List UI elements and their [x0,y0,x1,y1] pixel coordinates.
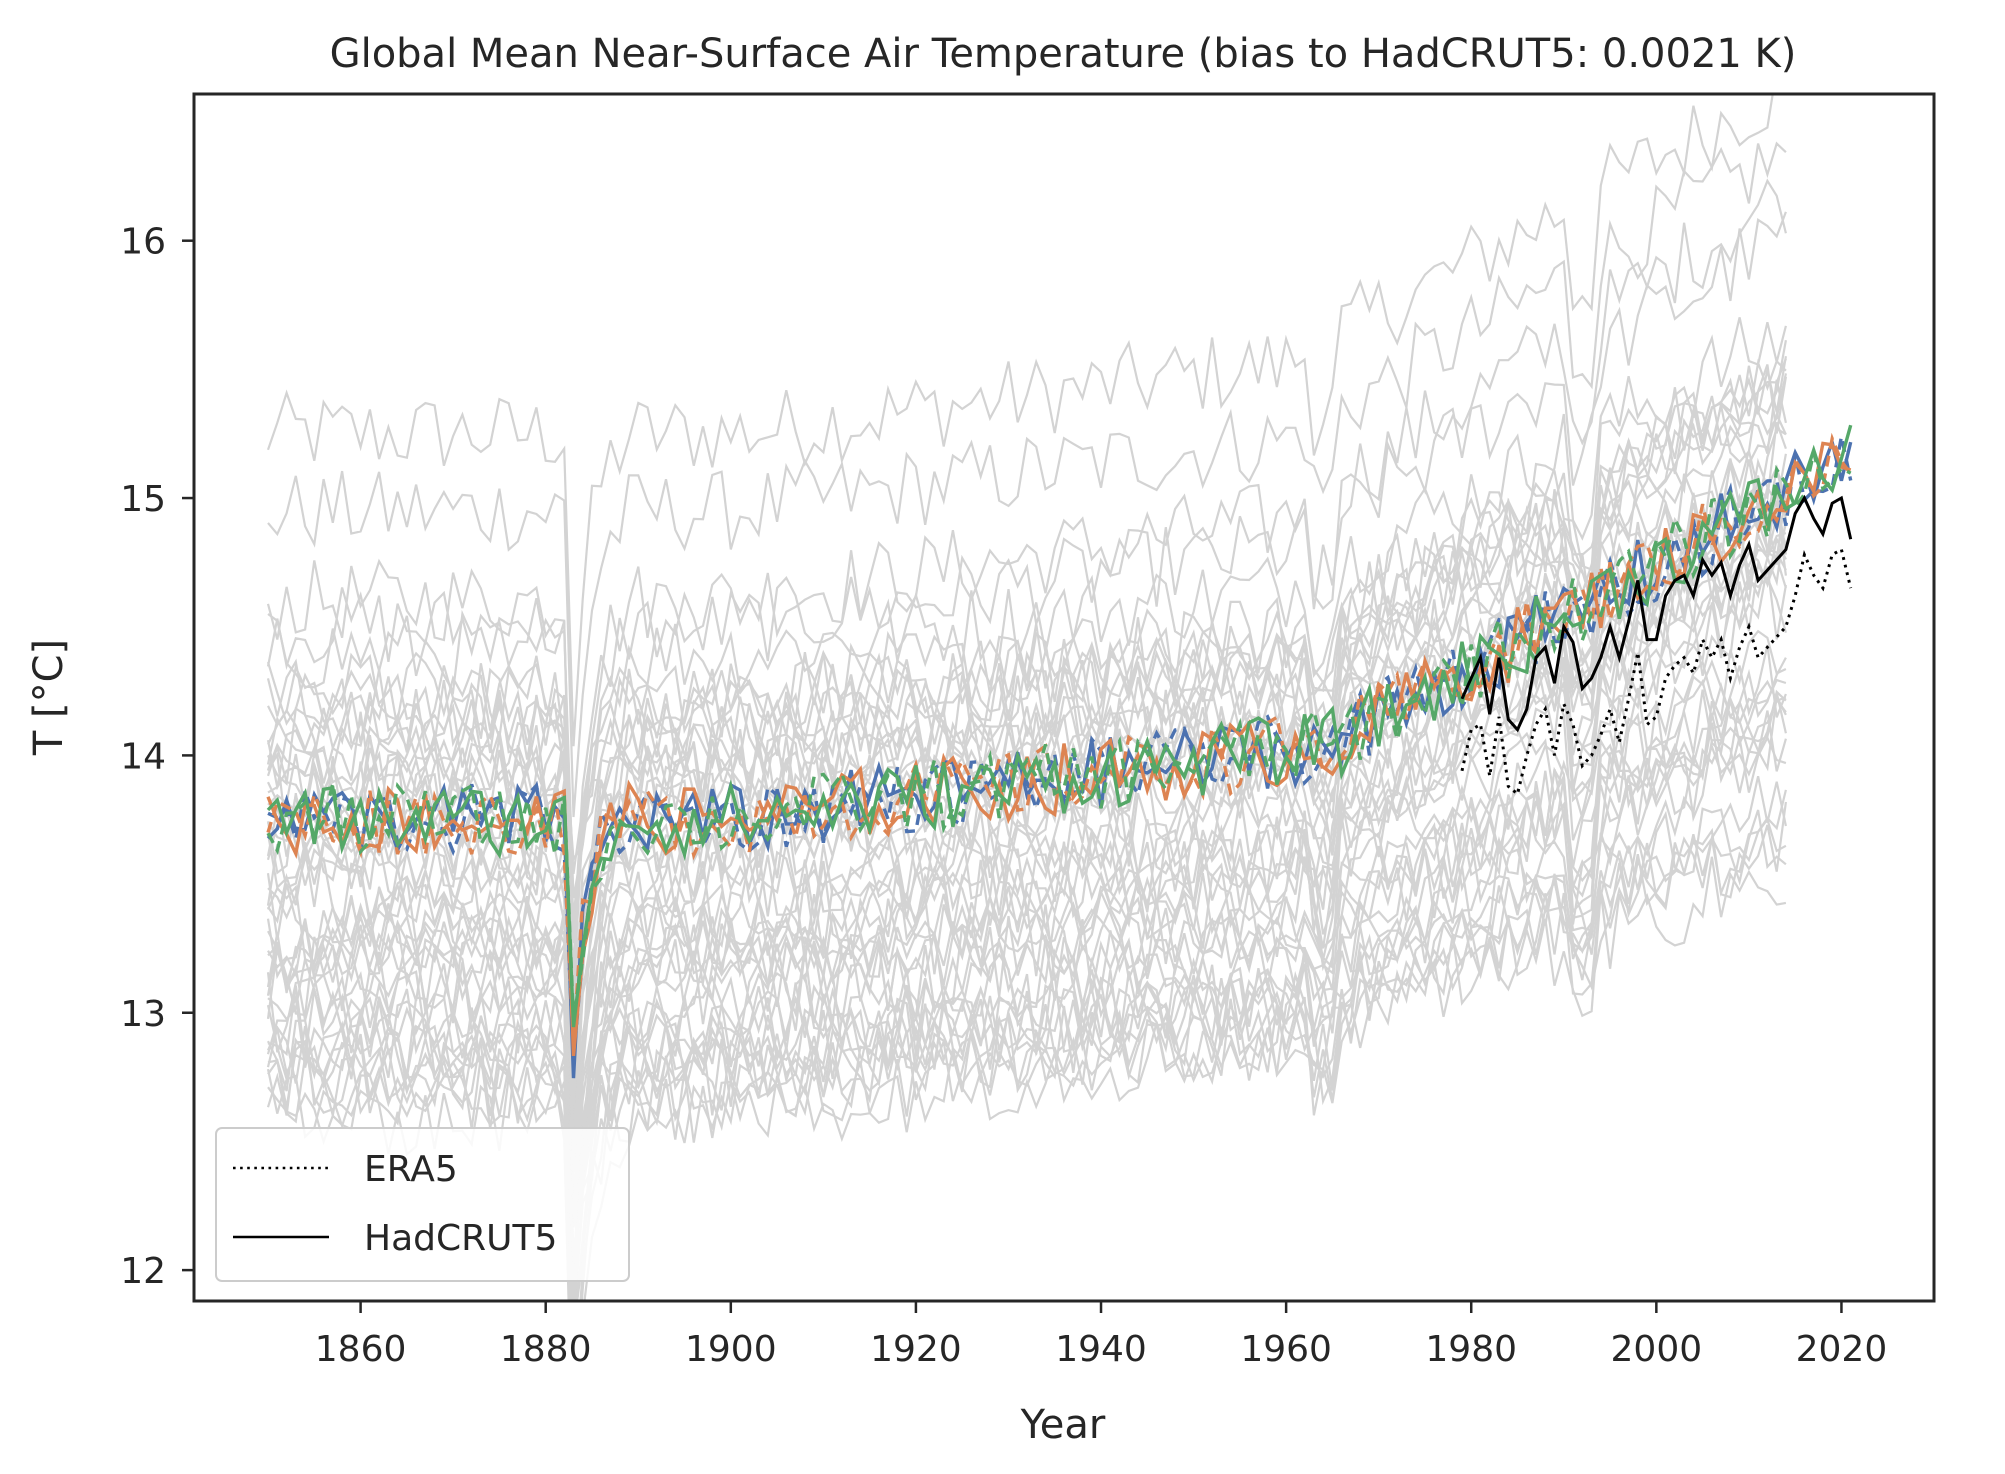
ensemble-model-line [267,809,1787,1251]
ensemble-model-line [266,856,1787,1257]
ensemble-model-line [267,358,1787,990]
hadcrut5-line [1460,494,1853,733]
y-tick-label: 12 [120,1251,166,1292]
ensemble-model-line [266,511,1787,1301]
y-tick-label: 13 [120,994,166,1035]
legend: ERA5 HadCRUT5 [215,1127,630,1282]
x-tick-label: 1900 [685,1329,777,1370]
ensemble-model-line [266,426,1787,875]
x-axis: 1860 1880 1900 1920 1940 1960 1980 2000 2020 [315,1301,1887,1370]
y-tick-label: 15 [120,479,166,520]
ensemble-model-line [267,141,1787,818]
ensemble-model-line [266,807,1787,1264]
x-tick-label: 2000 [1611,1329,1703,1370]
ensemble-model-line [266,178,1787,991]
x-tick-label: 2020 [1796,1329,1888,1370]
y-axis: 12 13 14 15 16 [120,222,194,1292]
legend-era5-label: ERA5 [364,1149,458,1190]
y-axis-label: T [°C] [26,639,72,756]
highlight-model-line [266,424,1853,1028]
chart-title: Global Mean Near-Surface Air Temperature… [330,31,1797,77]
highlight-model-line [266,452,1852,1021]
plot-frame [192,92,1936,1303]
ensemble-model-line [266,518,1787,918]
plot-area [266,94,1853,1301]
x-tick-label: 1860 [315,1329,407,1370]
ensemble-model-line [266,726,1787,1301]
ensemble-model-line [266,211,1787,944]
legend-hadcrut5-label: HadCRUT5 [364,1218,557,1259]
y-tick-label: 16 [120,222,166,263]
legend-box [215,1127,630,1282]
ensemble-model-line [267,695,1787,1294]
x-tick-label: 1940 [1055,1329,1147,1370]
ensemble-model-line [267,356,1787,1134]
x-tick-label: 1960 [1240,1329,1332,1370]
x-tick-label: 1880 [500,1329,592,1370]
ensemble-model-line [266,364,1787,1104]
reanalysis-lines [1460,494,1853,797]
x-tick-label: 1920 [870,1329,962,1370]
ensemble-model-line [267,475,1787,863]
ensemble-model-line [266,94,1774,747]
highlight-lines [266,424,1853,1079]
x-axis-label: Year [1020,1402,1106,1448]
ensemble-model-line [267,710,1787,1301]
ensemble-model-line [267,629,1787,1288]
x-tick-label: 1980 [1425,1329,1517,1370]
y-tick-label: 14 [120,736,166,777]
